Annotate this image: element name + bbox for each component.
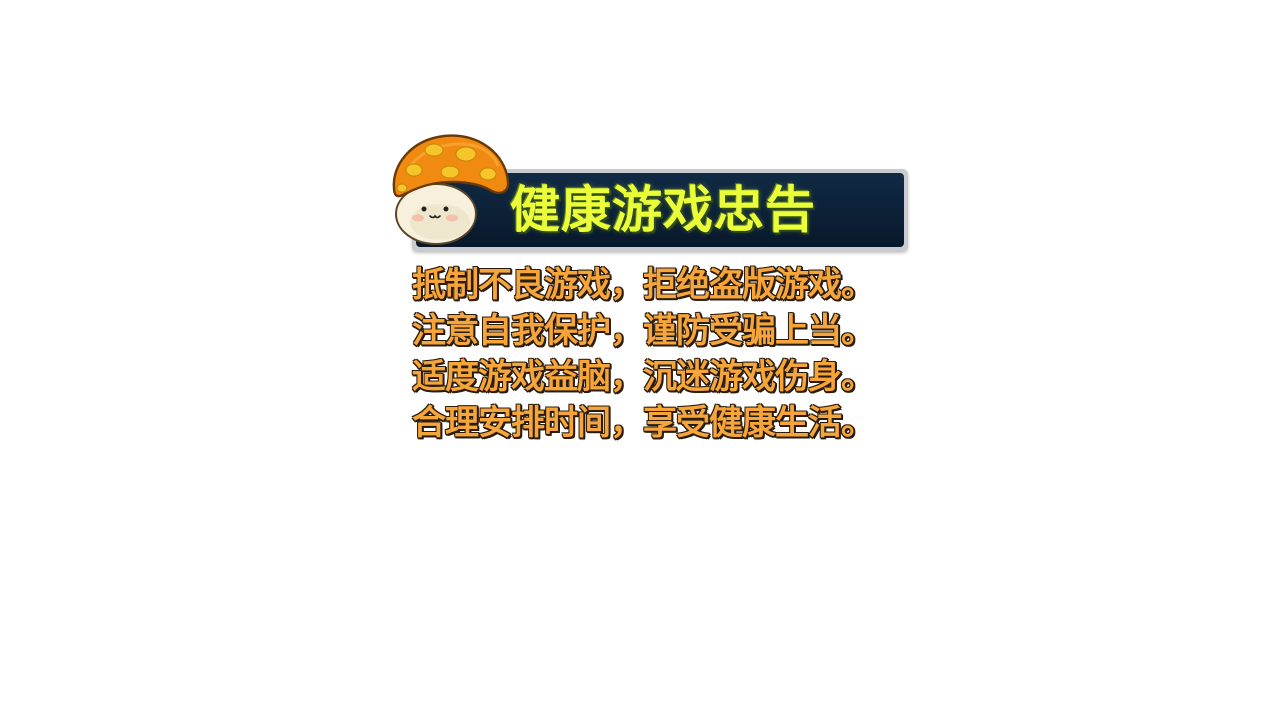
- advice-line-4: 合理安排时间，享受健康生活。: [412, 403, 875, 443]
- advice-line-2: 注意自我保护，谨防受骗上当。: [412, 311, 875, 351]
- mushroom-mascot-icon: [392, 134, 510, 245]
- notice-title: 健康游戏忠告: [510, 181, 816, 239]
- advice-line-3: 适度游戏益脑，沉迷游戏伤身。: [412, 357, 875, 397]
- advice-line-1: 抵制不良游戏，拒绝盗版游戏。: [412, 265, 875, 305]
- advice-text-block: 抵制不良游戏，拒绝盗版游戏。 注意自我保护，谨防受骗上当。 适度游戏益脑，沉迷游…: [412, 262, 912, 446]
